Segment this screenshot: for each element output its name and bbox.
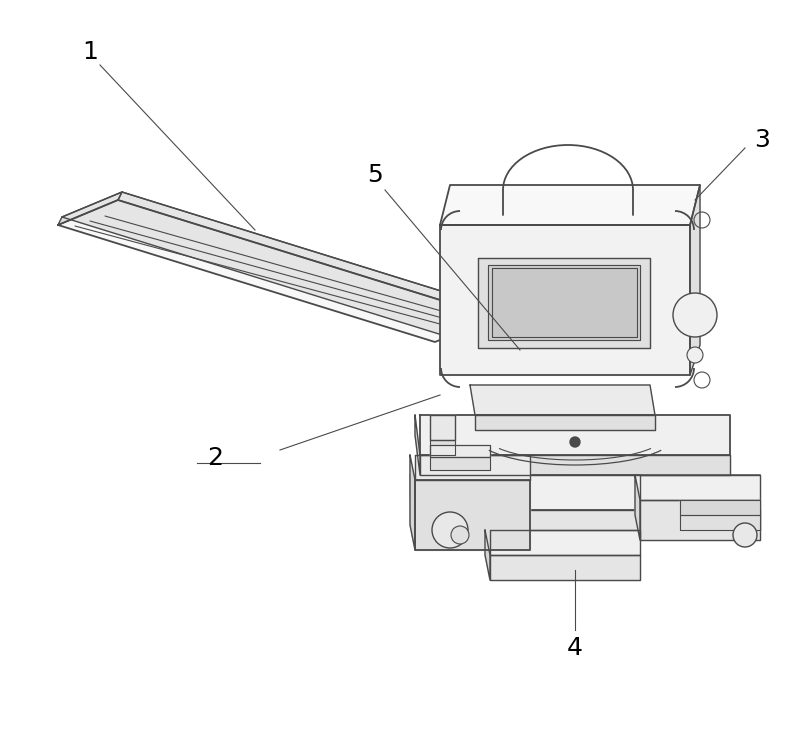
Circle shape bbox=[570, 437, 580, 447]
Circle shape bbox=[687, 347, 703, 363]
Polygon shape bbox=[490, 530, 640, 555]
Polygon shape bbox=[635, 475, 640, 540]
Text: 1: 1 bbox=[82, 40, 98, 64]
Text: 2: 2 bbox=[207, 446, 223, 470]
Polygon shape bbox=[475, 415, 655, 430]
Polygon shape bbox=[430, 440, 455, 455]
Polygon shape bbox=[430, 415, 455, 440]
Polygon shape bbox=[420, 455, 730, 475]
Polygon shape bbox=[58, 192, 122, 225]
Polygon shape bbox=[470, 385, 655, 415]
Polygon shape bbox=[415, 510, 760, 530]
Polygon shape bbox=[58, 200, 495, 342]
Polygon shape bbox=[415, 475, 760, 510]
Polygon shape bbox=[690, 185, 700, 375]
Polygon shape bbox=[680, 515, 760, 530]
Polygon shape bbox=[490, 555, 640, 580]
Polygon shape bbox=[62, 192, 499, 334]
Circle shape bbox=[432, 512, 468, 548]
Polygon shape bbox=[488, 265, 640, 340]
Polygon shape bbox=[440, 225, 690, 375]
Polygon shape bbox=[410, 475, 415, 530]
Polygon shape bbox=[485, 530, 490, 580]
Polygon shape bbox=[415, 480, 530, 550]
Text: 4: 4 bbox=[567, 636, 583, 660]
Polygon shape bbox=[420, 415, 730, 455]
Polygon shape bbox=[492, 268, 637, 337]
Polygon shape bbox=[430, 445, 490, 457]
Polygon shape bbox=[640, 500, 760, 540]
Polygon shape bbox=[430, 457, 490, 470]
Polygon shape bbox=[415, 415, 420, 475]
Polygon shape bbox=[680, 500, 760, 515]
Polygon shape bbox=[640, 475, 760, 500]
Circle shape bbox=[451, 526, 469, 544]
Polygon shape bbox=[478, 258, 650, 348]
Polygon shape bbox=[410, 455, 415, 550]
Text: 5: 5 bbox=[367, 163, 383, 187]
Text: 3: 3 bbox=[754, 128, 770, 152]
Polygon shape bbox=[415, 455, 530, 480]
Polygon shape bbox=[440, 185, 700, 225]
Circle shape bbox=[733, 523, 757, 547]
Polygon shape bbox=[118, 192, 499, 317]
Circle shape bbox=[673, 293, 717, 337]
